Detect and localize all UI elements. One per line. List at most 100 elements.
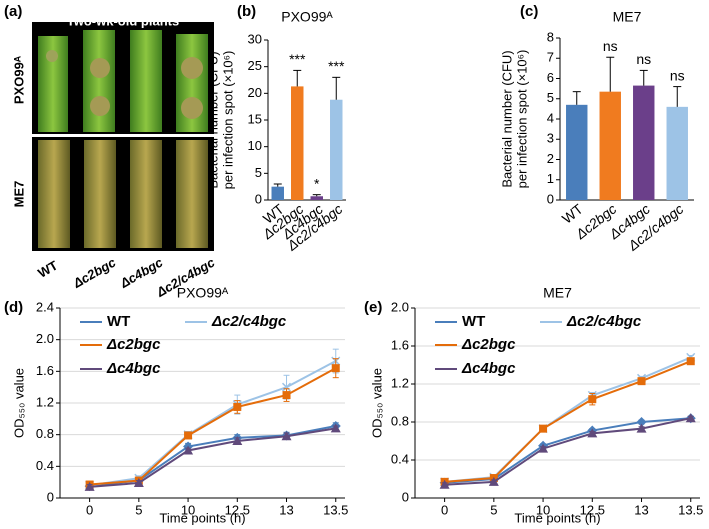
- panel-label: (c): [520, 3, 538, 20]
- marker: [587, 428, 598, 438]
- x-axis-title: Time points (h): [514, 510, 600, 525]
- y-tick-label: 0.4: [36, 458, 54, 473]
- y-tick-label: 7: [547, 50, 554, 65]
- panel-label: (d): [4, 299, 23, 316]
- chart-title: PXO99ᴬ: [177, 285, 229, 301]
- x-axis-title: Time points (h): [159, 510, 245, 525]
- marker: [637, 377, 646, 386]
- legend-label: WT: [462, 313, 485, 330]
- y-tick-label: 25: [248, 58, 262, 73]
- significance: ***: [328, 58, 345, 74]
- y-tick-label: 0: [47, 489, 54, 504]
- x-tick-label: 5: [135, 502, 142, 517]
- marker: [636, 417, 647, 427]
- legend-label: Δc2bgc: [461, 336, 516, 353]
- x-tick-label: 5: [490, 502, 497, 517]
- chart-title: ME7: [543, 285, 572, 301]
- marker: [636, 423, 647, 433]
- bar: [310, 196, 323, 200]
- marker: [232, 436, 243, 445]
- marker: [84, 481, 95, 491]
- y-tick-label: 3: [547, 131, 554, 146]
- y-tick-label: 1: [547, 171, 554, 186]
- lesion: [181, 57, 203, 79]
- y-tick-label: 2.0: [391, 299, 409, 314]
- panel-label: (a): [4, 3, 22, 20]
- chart-title: ME7: [613, 9, 642, 25]
- bar: [271, 186, 284, 200]
- y-axis-title: OD₅₅₀ value: [11, 368, 26, 438]
- significance: ns: [603, 38, 618, 54]
- x-tick-label: 13.5: [323, 502, 348, 517]
- marker: [282, 391, 291, 400]
- x-tick-label: 10: [536, 502, 550, 517]
- legend-label: Δc4bgc: [461, 360, 516, 377]
- leaf: [38, 140, 70, 248]
- x-tick-label: 13: [634, 502, 648, 517]
- x-tick-label: 13: [279, 502, 293, 517]
- y-tick-label: 8: [547, 29, 554, 44]
- marker: [439, 479, 450, 489]
- leaf: [83, 30, 115, 132]
- legend-label: Δc2bgc: [106, 336, 161, 353]
- y-axis-title: Bacterial number (CFU): [499, 50, 514, 187]
- bar: [566, 104, 588, 200]
- y-tick-label: 2.0: [36, 331, 54, 346]
- marker: [330, 423, 341, 433]
- y-tick-label: 1.6: [391, 337, 409, 352]
- column-label: Δc2bgc: [70, 254, 119, 291]
- y-tick-label: 30: [248, 31, 262, 46]
- legend-label: Δc2/c4bgc: [211, 313, 287, 330]
- column-label: WT: [35, 258, 60, 281]
- y-tick-label: 6: [547, 70, 554, 85]
- y-axis-title: per infection spot (×10⁶): [220, 51, 235, 190]
- legend-label: WT: [107, 313, 130, 330]
- leaf: [130, 30, 162, 132]
- series-line: [89, 367, 337, 486]
- y-tick-label: 0: [402, 489, 409, 504]
- x-tick-label: 0: [441, 502, 448, 517]
- marker: [538, 443, 549, 453]
- significance: ***: [289, 51, 306, 67]
- y-tick-label: 2.4: [36, 299, 54, 314]
- series-line: [89, 360, 337, 487]
- marker: [133, 477, 144, 487]
- marker: [233, 402, 242, 411]
- bar: [330, 99, 343, 200]
- panel-label: (e): [364, 299, 382, 316]
- y-tick-label: 1.6: [36, 363, 54, 378]
- bar: [291, 86, 304, 200]
- y-tick-label: 0: [255, 191, 262, 206]
- y-tick-label: 1.2: [391, 375, 409, 390]
- significance: *: [314, 175, 320, 191]
- y-axis-title: OD₅₅₀ value: [369, 368, 384, 438]
- marker: [331, 364, 340, 373]
- photo-title: Two-wk-old plants: [67, 13, 179, 28]
- significance: ns: [636, 51, 651, 67]
- series-line: [444, 360, 692, 483]
- lesion: [90, 96, 110, 116]
- marker: [488, 476, 499, 486]
- bar: [666, 106, 688, 200]
- row-label: PXO99ᴬ: [11, 55, 26, 104]
- lesion: [46, 50, 58, 62]
- x-tick-label: 12.5: [225, 502, 250, 517]
- marker: [539, 424, 548, 433]
- marker: [281, 431, 292, 441]
- y-tick-label: 0.4: [391, 451, 409, 466]
- marker: [686, 357, 695, 366]
- series-line: [89, 427, 336, 488]
- x-tick-label: 13.5: [678, 502, 703, 517]
- marker: [281, 382, 292, 392]
- x-tick-label: 10: [181, 502, 195, 517]
- y-axis-title: Bacterial number (CFU): [205, 51, 220, 188]
- photo-panel: (a) Two-wk-old plants PXO99ᴬ ME7 WT Δc2b…: [4, 3, 218, 300]
- legend-label: Δc2/c4bgc: [566, 313, 642, 330]
- y-tick-label: 4: [547, 110, 554, 125]
- y-tick-label: 5: [255, 165, 262, 180]
- y-tick-label: 0.8: [391, 413, 409, 428]
- significance: ns: [670, 67, 685, 83]
- panel-label: (b): [237, 3, 256, 20]
- lesion: [90, 58, 110, 78]
